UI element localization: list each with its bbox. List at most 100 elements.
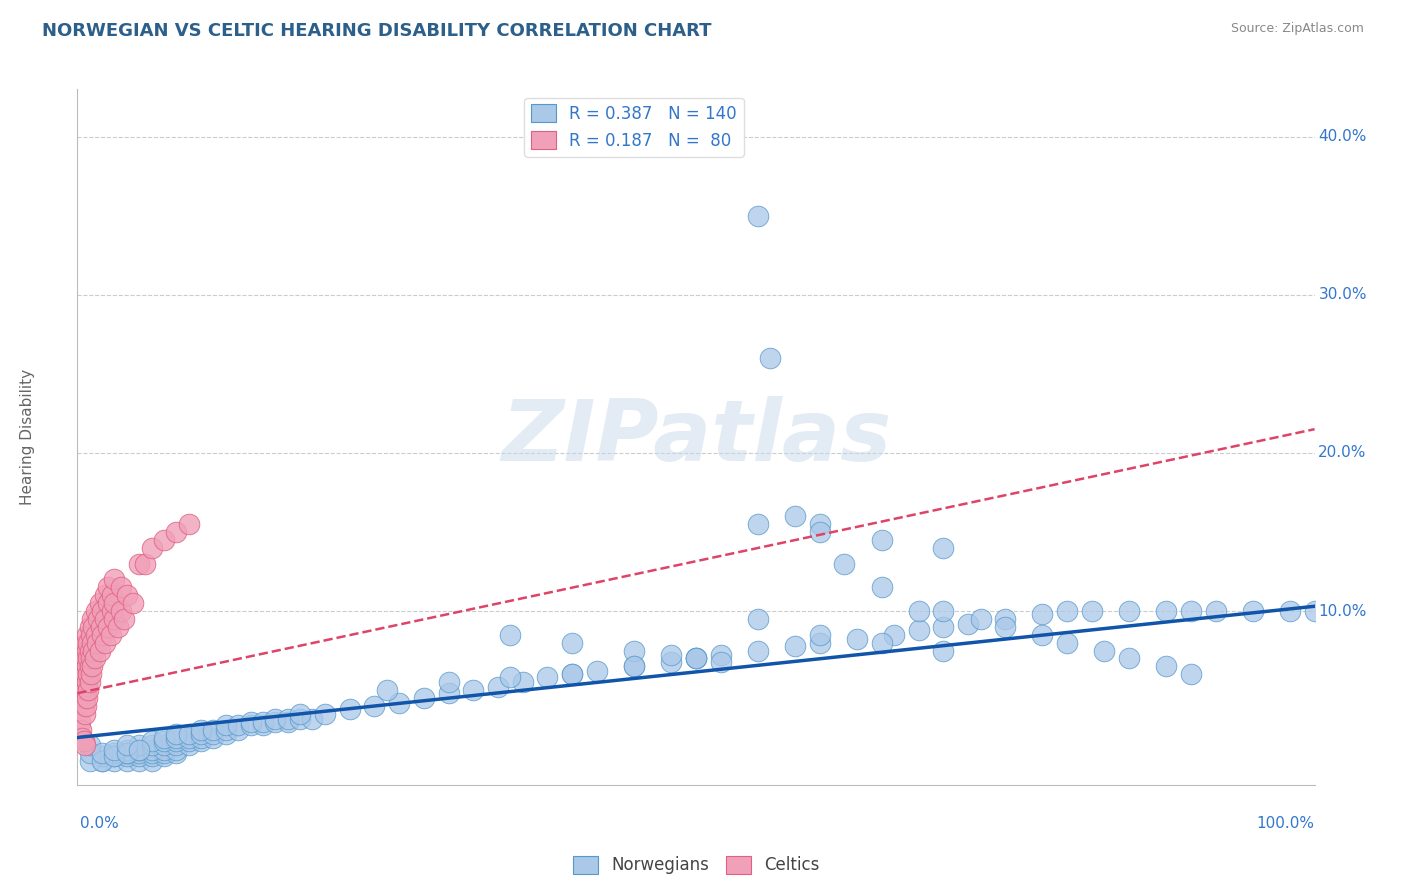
- Point: [75, 651, 97, 665]
- Point: [93, 635, 115, 649]
- Point: [561, 667, 583, 681]
- Point: [82, 643, 104, 657]
- Point: [264, 714, 287, 729]
- Point: [363, 698, 385, 713]
- Point: [388, 696, 411, 710]
- Point: [834, 557, 856, 571]
- Point: [165, 743, 187, 757]
- Point: [128, 557, 150, 571]
- Point: [412, 690, 434, 705]
- Point: [141, 733, 163, 747]
- Point: [89, 643, 111, 657]
- Text: NORWEGIAN VS CELTIC HEARING DISABILITY CORRELATION CHART: NORWEGIAN VS CELTIC HEARING DISABILITY C…: [42, 22, 711, 40]
- Point: [128, 749, 150, 764]
- Point: [710, 655, 733, 669]
- Point: [141, 541, 163, 555]
- Point: [177, 727, 200, 741]
- Point: [932, 604, 955, 618]
- Point: [72, 731, 94, 745]
- Point: [76, 675, 98, 690]
- Point: [82, 620, 104, 634]
- Point: [76, 659, 98, 673]
- Point: [499, 628, 522, 642]
- Point: [103, 573, 125, 587]
- Point: [883, 628, 905, 642]
- Point: [907, 604, 929, 618]
- Point: [76, 628, 98, 642]
- Point: [73, 675, 96, 690]
- Point: [103, 596, 125, 610]
- Point: [72, 690, 94, 705]
- Point: [103, 747, 125, 761]
- Point: [239, 718, 262, 732]
- Point: [1241, 604, 1264, 618]
- Point: [72, 651, 94, 665]
- Point: [375, 683, 398, 698]
- Point: [70, 723, 93, 737]
- Point: [165, 524, 187, 539]
- Point: [86, 635, 108, 649]
- Point: [72, 659, 94, 673]
- Point: [76, 643, 98, 657]
- Point: [252, 718, 274, 732]
- Point: [103, 743, 125, 757]
- Point: [115, 588, 138, 602]
- Point: [72, 698, 94, 713]
- Point: [239, 714, 262, 729]
- Point: [115, 747, 138, 761]
- Point: [226, 718, 249, 732]
- Point: [1031, 628, 1053, 642]
- Text: 30.0%: 30.0%: [1319, 287, 1367, 302]
- Point: [165, 747, 187, 761]
- Point: [141, 747, 163, 761]
- Point: [288, 712, 311, 726]
- Point: [747, 612, 769, 626]
- Point: [79, 739, 101, 753]
- Point: [70, 667, 93, 681]
- Point: [79, 747, 101, 761]
- Point: [77, 683, 100, 698]
- Point: [128, 754, 150, 768]
- Point: [932, 643, 955, 657]
- Point: [1031, 607, 1053, 622]
- Point: [177, 731, 200, 745]
- Point: [277, 714, 299, 729]
- Point: [252, 714, 274, 729]
- Point: [103, 749, 125, 764]
- Point: [907, 623, 929, 637]
- Point: [1278, 604, 1301, 618]
- Text: Source: ZipAtlas.com: Source: ZipAtlas.com: [1230, 22, 1364, 36]
- Point: [870, 635, 893, 649]
- Point: [110, 604, 132, 618]
- Point: [141, 754, 163, 768]
- Point: [845, 632, 868, 647]
- Point: [1118, 651, 1140, 665]
- Point: [264, 712, 287, 726]
- Point: [747, 516, 769, 531]
- Point: [623, 659, 645, 673]
- Point: [623, 643, 645, 657]
- Point: [870, 580, 893, 594]
- Point: [165, 727, 187, 741]
- Point: [77, 667, 100, 681]
- Point: [747, 643, 769, 657]
- Point: [215, 718, 238, 732]
- Point: [463, 683, 485, 698]
- Point: [499, 670, 522, 684]
- Point: [685, 651, 707, 665]
- Point: [437, 675, 460, 690]
- Point: [153, 739, 176, 753]
- Point: [153, 749, 176, 764]
- Point: [112, 612, 135, 626]
- Point: [190, 731, 212, 745]
- Point: [288, 706, 311, 721]
- Point: [69, 675, 91, 690]
- Point: [994, 620, 1017, 634]
- Point: [561, 667, 583, 681]
- Point: [1081, 604, 1104, 618]
- Point: [87, 612, 110, 626]
- Point: [100, 628, 122, 642]
- Point: [79, 659, 101, 673]
- Point: [685, 651, 707, 665]
- Point: [1056, 604, 1078, 618]
